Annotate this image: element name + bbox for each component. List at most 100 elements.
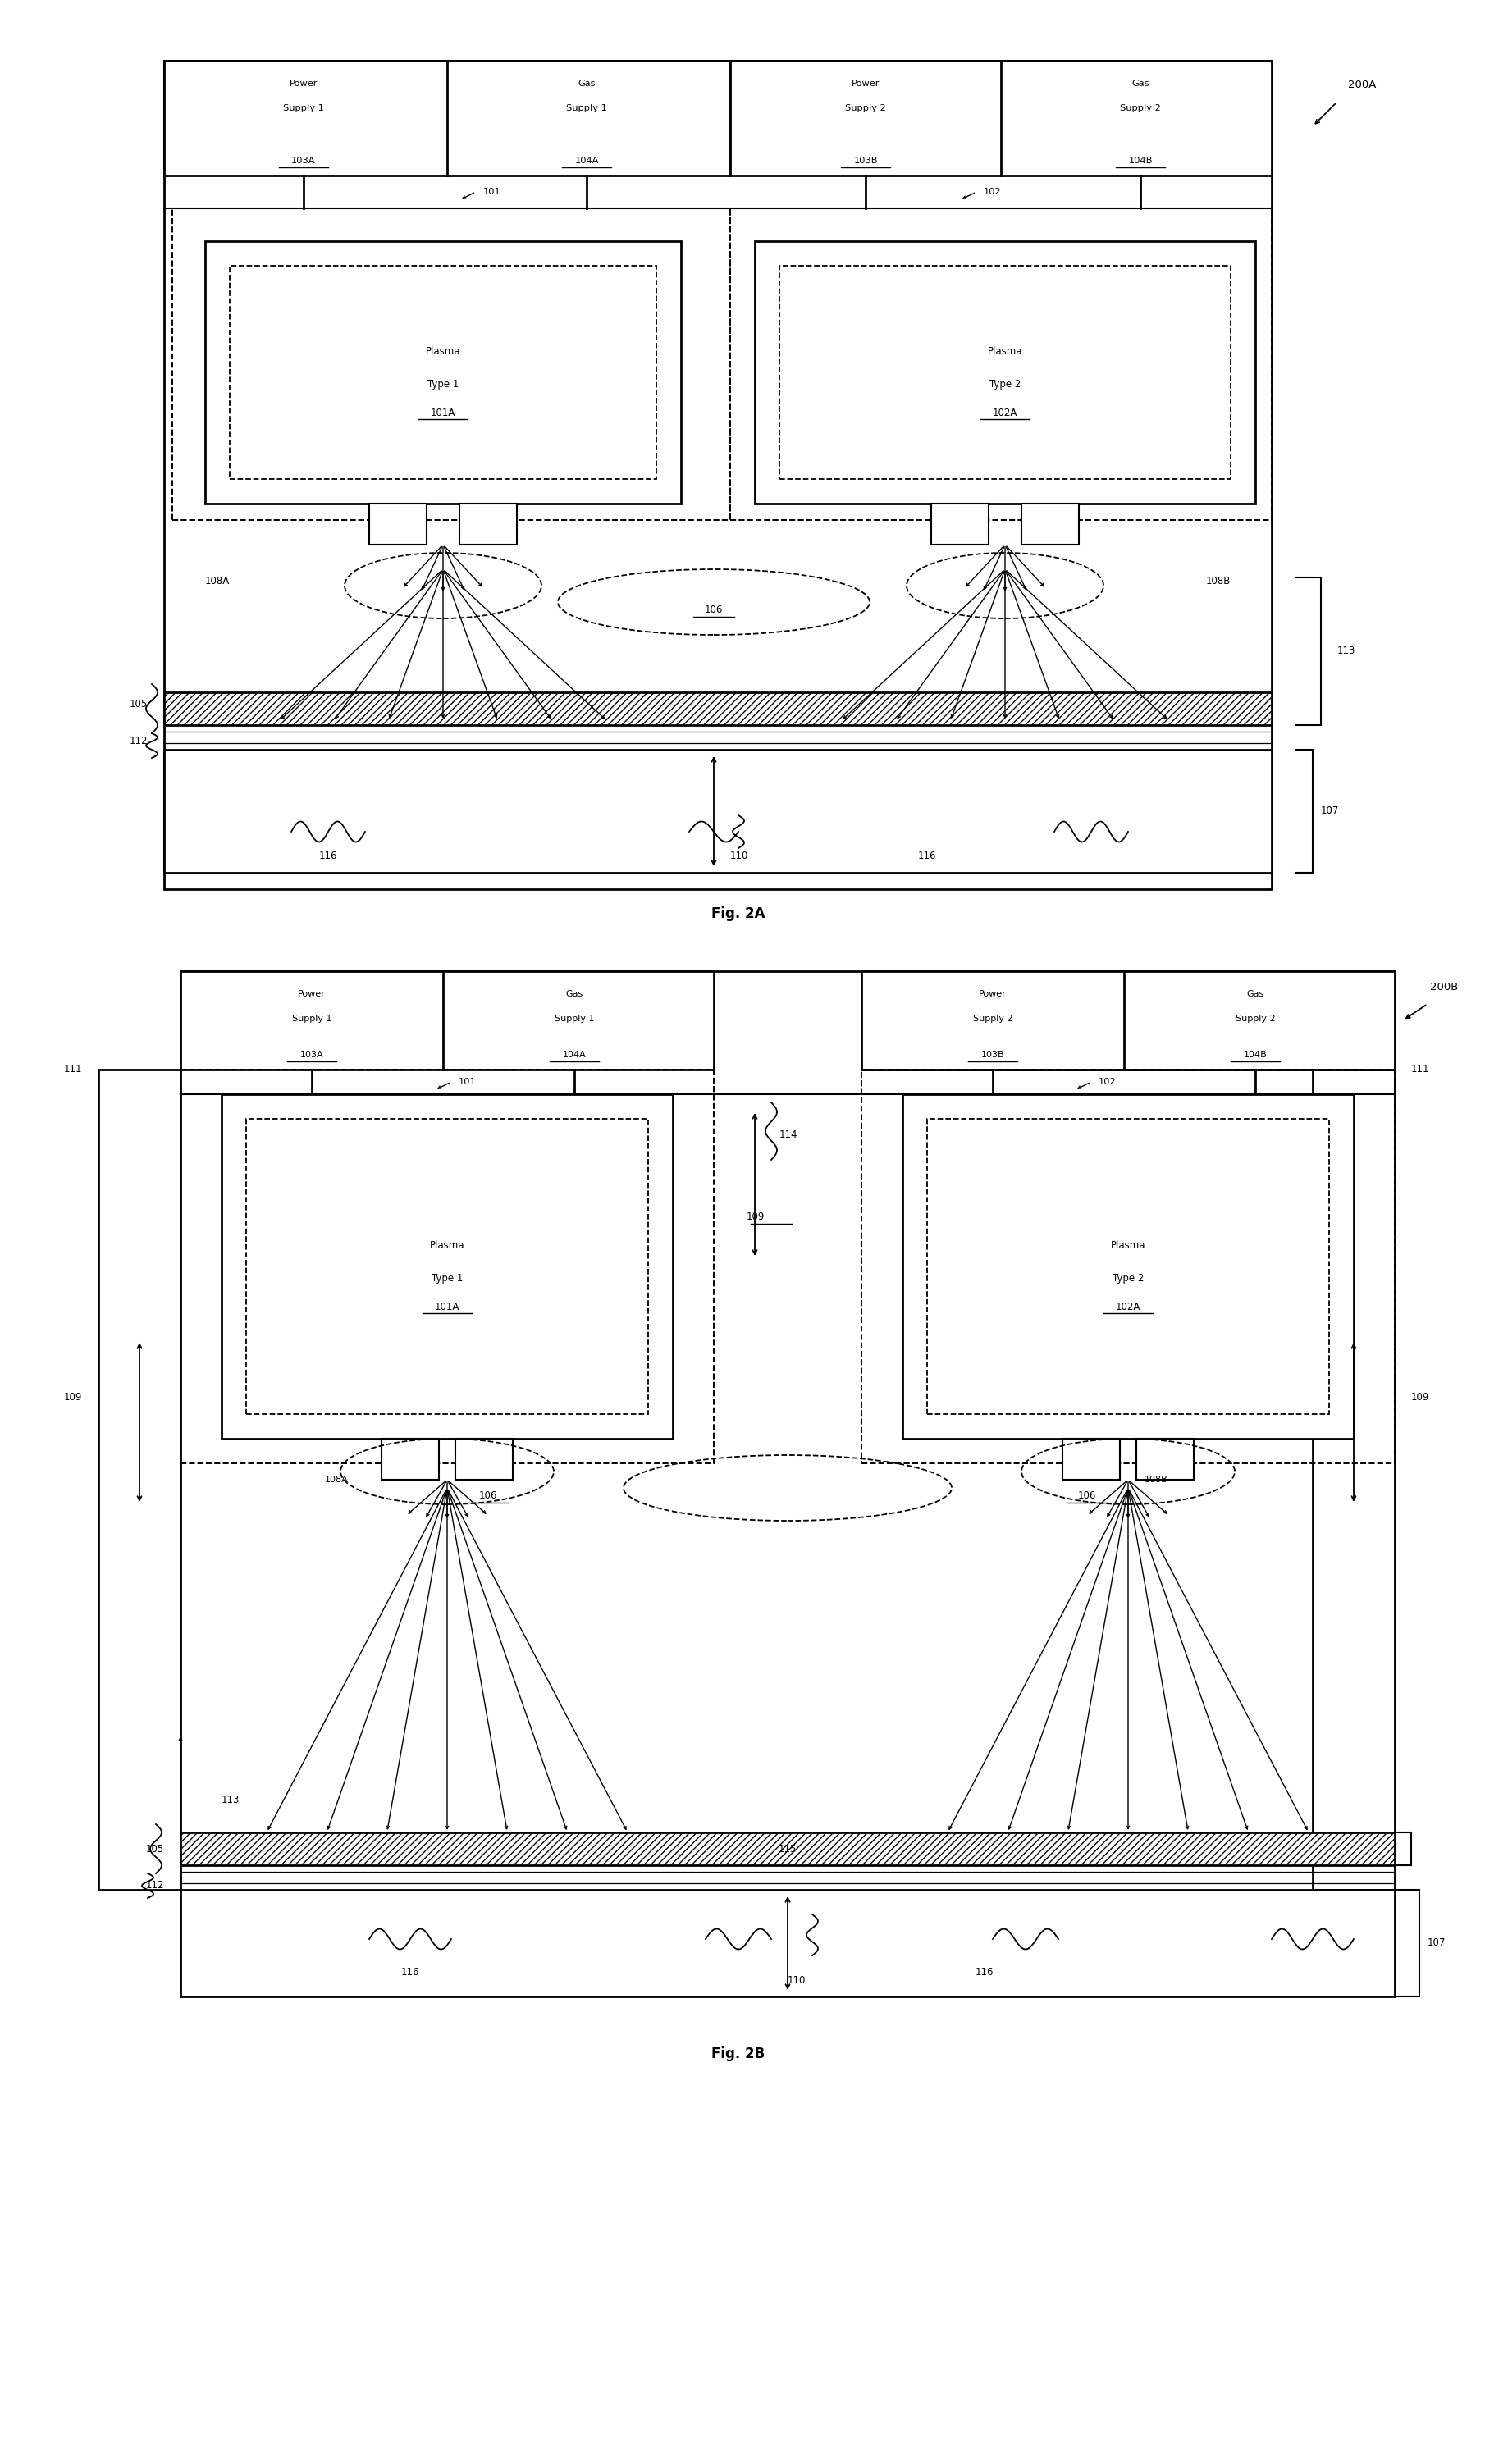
Text: 112: 112 [146,1880,163,1890]
Text: 108A: 108A [325,1476,349,1483]
Bar [163,62,731,175]
Bar [370,503,426,545]
Text: 115: 115 [778,1843,797,1853]
Bar [181,1069,714,1464]
Bar [1022,503,1080,545]
Bar [780,266,1231,478]
Text: Power: Power [979,991,1007,998]
Text: 103B: 103B [982,1050,1004,1060]
Text: Plasma: Plasma [426,347,460,357]
Text: 106: 106 [704,606,723,616]
Text: 104A: 104A [575,158,598,165]
Text: Gas: Gas [1132,79,1149,89]
Text: 104B: 104B [1129,158,1152,165]
Text: 101: 101 [459,1077,477,1087]
Bar [163,62,1271,890]
Text: 101: 101 [483,187,500,197]
Text: 109: 109 [747,1212,765,1222]
Text: 109: 109 [64,1392,82,1402]
Text: 116: 116 [319,850,337,862]
Text: Type 2: Type 2 [989,379,1020,389]
Bar [1062,1439,1120,1481]
Bar [754,241,1255,503]
Text: Plasma: Plasma [988,347,1023,357]
Text: 116: 116 [401,1966,419,1976]
Text: 116: 116 [976,1966,993,1976]
Text: 111: 111 [64,1064,82,1074]
Text: Supply 1: Supply 1 [554,1015,594,1023]
Text: Supply 2: Supply 2 [973,1015,1013,1023]
Bar [861,971,1394,1069]
Bar [1313,1069,1394,1890]
Bar [927,1119,1329,1414]
Text: Supply 1: Supply 1 [284,103,324,113]
Text: 104B: 104B [1243,1050,1267,1060]
Text: 105: 105 [146,1843,163,1853]
Text: 107: 107 [1322,806,1339,816]
Text: Gas: Gas [566,991,584,998]
Bar [731,62,1271,175]
Text: 111: 111 [1411,1064,1430,1074]
Bar [456,1439,512,1481]
Text: 102: 102 [1099,1077,1117,1087]
Text: Plasma: Plasma [429,1239,465,1252]
Bar [181,1833,1394,1865]
Bar [731,209,1271,520]
Text: Supply 2: Supply 2 [845,103,887,113]
Text: 103A: 103A [291,158,316,165]
Text: Fig. 2A: Fig. 2A [711,907,765,922]
Text: 105: 105 [129,700,147,710]
Text: 110: 110 [787,1974,806,1986]
Text: Type 2: Type 2 [1112,1274,1143,1284]
Bar [221,1094,673,1439]
Bar [181,1890,1394,1996]
Text: 108A: 108A [205,577,230,586]
Text: 108B: 108B [1206,577,1231,586]
Text: Power: Power [851,79,879,89]
Text: Type 1: Type 1 [428,379,459,389]
Text: 114: 114 [780,1131,797,1141]
Bar [98,1069,181,1890]
Text: 106: 106 [1078,1491,1096,1501]
Text: 113: 113 [1338,646,1356,655]
Bar [163,749,1271,872]
Text: 102: 102 [985,187,1001,197]
Bar [205,241,682,503]
Text: 102A: 102A [1115,1301,1140,1313]
Text: 103B: 103B [854,158,878,165]
Text: 108B: 108B [1145,1476,1169,1483]
Text: 107: 107 [1427,1937,1446,1949]
Text: 200A: 200A [1348,79,1377,91]
Text: 113: 113 [221,1794,241,1806]
Text: 112: 112 [129,737,147,747]
Text: Supply 2: Supply 2 [1120,103,1161,113]
Text: 104A: 104A [563,1050,587,1060]
Text: Power: Power [298,991,325,998]
Bar [861,1069,1394,1464]
Text: 109: 109 [1411,1392,1430,1402]
Bar [931,503,989,545]
Bar [459,503,517,545]
Text: Supply 2: Supply 2 [1236,1015,1276,1023]
Text: 110: 110 [731,850,748,862]
Bar [382,1439,440,1481]
Bar [230,266,656,478]
Text: 116: 116 [918,850,937,862]
Text: Type 1: Type 1 [432,1274,463,1284]
Text: Power: Power [290,79,318,89]
Text: Supply 1: Supply 1 [293,1015,331,1023]
Text: Gas: Gas [578,79,595,89]
Bar [172,209,731,520]
Text: 101A: 101A [431,409,456,419]
Text: Gas: Gas [1246,991,1264,998]
Text: 106: 106 [480,1491,497,1501]
Bar [163,692,1271,724]
Text: 200B: 200B [1430,983,1458,993]
Bar [247,1119,647,1414]
Text: 103A: 103A [300,1050,324,1060]
Text: 101A: 101A [435,1301,459,1313]
Text: Fig. 2B: Fig. 2B [711,2048,765,2062]
Text: Supply 1: Supply 1 [566,103,607,113]
Bar [181,971,714,1069]
Bar [903,1094,1354,1439]
